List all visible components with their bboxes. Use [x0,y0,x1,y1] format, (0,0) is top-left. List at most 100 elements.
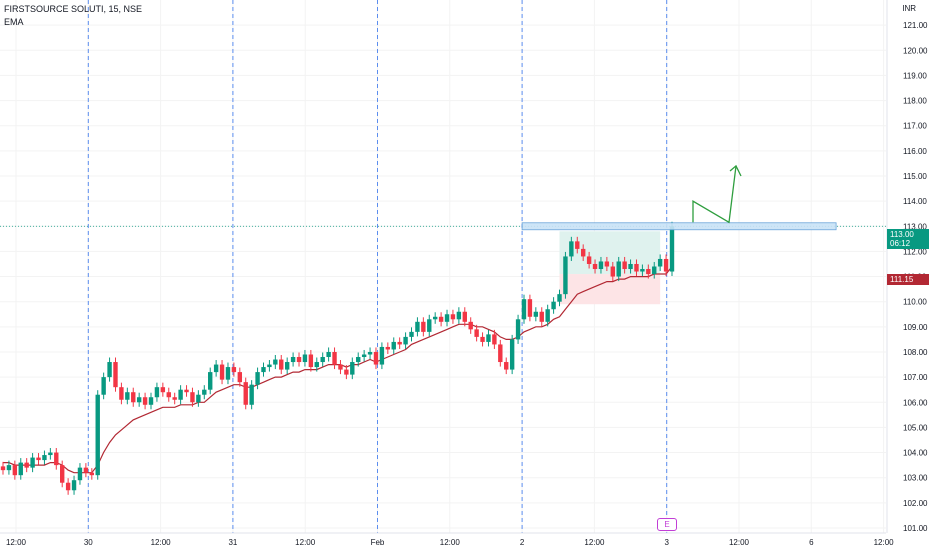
profit-zone [559,231,661,275]
candle-body [314,362,319,368]
candle-body [515,319,521,340]
candle-body [255,372,260,385]
candle-body [438,316,444,322]
x-tick-label: 12:00 [6,538,27,547]
candle-body [148,397,154,405]
x-tick-label: 12:00 [295,538,316,547]
candle-body [320,357,325,363]
candle-body [30,457,35,468]
drawings[interactable] [0,164,886,231]
resistance-rectangle [521,222,837,231]
candle-body [462,311,467,322]
candle-body [557,294,562,302]
candle-body [196,394,201,403]
candle-body [657,258,663,267]
x-tick-label: 12:00 [440,538,461,547]
candle-body [54,452,59,466]
y-tick-label: 119.00 [903,71,927,80]
candle-body [267,364,272,368]
y-tick-label: 112.00 [903,247,927,256]
candle-body [142,397,148,405]
y-tick-label: 108.00 [903,348,928,357]
candle-body [136,397,142,403]
price-axis[interactable]: 101.00 102.00 103.00 104.00 105.00 106.00 107.… [0,0,928,534]
symbol-title[interactable]: FIRSTSOURCE SOLUTI, 15, NSE [4,4,143,14]
candle-body [350,362,355,375]
candle-body [652,266,657,275]
earnings-marker[interactable]: E [657,518,677,531]
y-tick-label: 106.00 [903,398,928,407]
candle-body [302,354,308,363]
y-tick-label: 110.00 [903,298,927,307]
candle-body [474,329,479,337]
candle-body [131,392,136,403]
candle-body [308,354,314,368]
candle-body [178,389,183,400]
y-tick-label: 103.00 [903,474,928,483]
candle-body [361,354,367,358]
candle-body [385,346,391,350]
candle-body [202,389,207,395]
candle-body [580,248,586,257]
candle-body [616,261,621,277]
y-tick-label: 117.00 [903,122,927,131]
grid [0,0,886,533]
y-tick-label: 105.00 [903,423,928,432]
time-axis[interactable]: 12:00 30 12:00 31 12:00 Feb 12:00 2 12:00 3 12:00 6… [6,538,894,547]
y-tick-label: 101.00 [903,524,928,533]
candle-body [231,367,237,373]
candle-body [545,309,550,322]
candle-body [273,359,278,365]
x-tick-label: 12:00 [584,538,605,547]
y-tick-label: 114.00 [903,197,927,206]
x-tick-label: 12:00 [151,538,172,547]
candle-body [338,364,343,370]
candle-body [219,364,225,380]
candle-body [113,362,118,388]
candle-body [373,351,379,365]
chart-legend: FIRSTSOURCE SOLUTI, 15, NSE EMA [4,3,142,29]
candle-body [332,351,337,365]
candle-body [190,392,195,403]
candle-body [669,226,675,272]
candle-body [492,334,497,345]
candle-body [456,311,462,320]
indicator-label[interactable]: EMA [4,17,24,27]
candle-body [279,359,284,370]
candle-body [551,301,556,310]
y-tick-label: 115.00 [903,172,927,181]
candle-body [663,258,669,272]
candle-body [450,314,456,320]
candle-body [586,256,592,264]
x-tick-label: 30 [84,538,93,547]
candle-body [42,455,47,461]
candle-body [83,467,89,473]
candle-body [569,241,574,257]
projection-arrow [692,165,737,224]
position-zones [559,231,661,305]
candle-body [60,465,65,483]
candle-body [101,377,106,395]
candle-body [480,336,485,342]
candle-body [432,316,438,320]
candle-body [36,457,41,461]
candle-body [154,387,160,398]
ema-polyline [3,266,673,474]
candle-body [527,299,533,317]
x-tick-label: 31 [228,538,237,547]
candles [0,221,675,495]
ema-line [3,266,673,474]
currency-label: INR [902,4,916,13]
candle-body [184,389,189,393]
candle-body [486,334,491,342]
candle-body [610,266,615,277]
candle-body [468,321,473,330]
candle-body [640,269,645,272]
candle-body [646,269,651,275]
x-tick-label: 12:00 [729,538,750,547]
candle-body [409,331,414,337]
candle-body [65,482,71,491]
candle-body [563,256,568,295]
candle-body [18,462,23,476]
